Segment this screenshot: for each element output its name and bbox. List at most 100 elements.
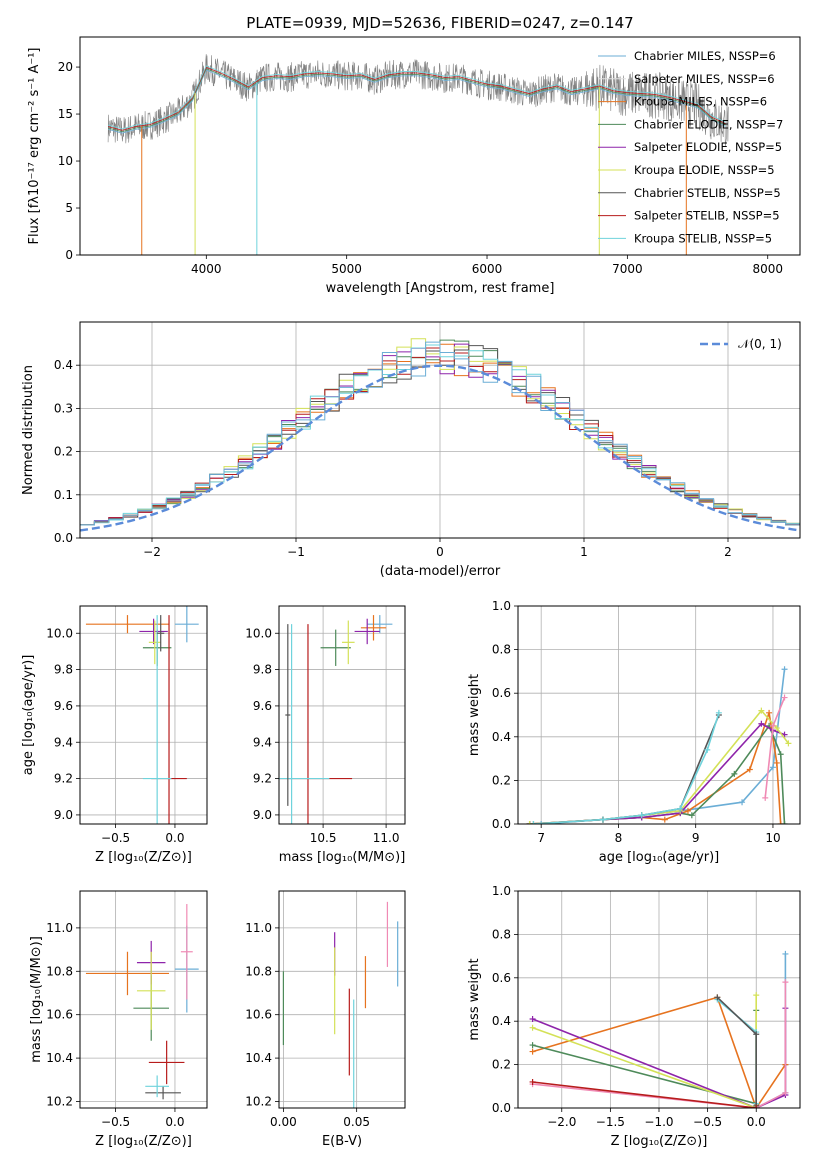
tick-label-y: 0.2 [492,1058,511,1072]
panel-7: 0.00 0.05 10.2 10.4 10.6 10.8 11.0 E(B-V) [245,890,406,1149]
weight-marker [781,694,788,701]
tick-label-x: 8 [615,831,623,845]
plot-area [526,666,792,824]
weight-marker [529,1024,536,1031]
tick-label-y: 9.2 [253,772,272,786]
axis-label-x: Z [log₁₀(Z/Z⊙)] [95,850,192,865]
panel-4: 10.5 11.0 9.0 9.2 9.4 9.6 9.8 10.0 mass [log₁₀(M… [245,605,406,865]
tick-label-y: 9.6 [54,699,73,713]
legend-label: Kroupa STELIB, NSSP=5 [634,231,772,245]
tick-label-x: 8000 [752,262,783,276]
weight-marker [599,816,606,823]
tick-label-y: 1.0 [492,599,511,613]
tick-label-x: 0.0 [747,1115,766,1129]
weight-line-2 [529,712,782,824]
weight-marker [781,821,788,824]
plot-area [85,606,199,824]
tick-label-y: 0.3 [54,401,73,415]
weight-marker [688,812,695,819]
figure-title: PLATE=0939, MJD=52636, FIBERID=0247, z=0… [246,14,633,32]
tick-label-x: 0.05 [343,1115,370,1129]
legend-label: 𝒩(0, 1) [738,337,782,351]
weight-marker [704,746,711,753]
weight-marker [529,1042,536,1049]
axes-frame [517,890,801,1109]
tick-label-y: 5 [65,201,73,215]
histogram-series-0 [80,341,800,526]
weight-marker [529,1048,536,1055]
weight-marker [782,950,789,957]
axes-frame [79,321,801,539]
legend-label: Kroupa ELODIE, NSSP=5 [634,163,775,177]
tick-label-x: 10 [765,831,780,845]
axis-label-x: Z [log₁₀(Z/Z⊙)] [95,1134,192,1149]
weight-line-3 [532,1010,757,1105]
tick-label-x: −1 [287,545,305,559]
weight-marker [538,821,545,824]
legend-label: Salpeter MILES, NSSP=6 [634,72,775,86]
tick-label-x: 11.0 [373,831,400,845]
tick-label-y: 9.4 [253,735,272,749]
tick-label-x: 10.5 [310,831,337,845]
plot-area [529,950,789,1108]
axis-label-x: wavelength [Angstrom, rest frame] [326,281,555,296]
model-spectrum-7 [107,66,726,131]
axis-label-x: (data-model)/error [380,564,501,579]
weight-marker [773,759,780,766]
legend-label: Chabrier STELIB, NSSP=5 [634,186,781,200]
axis-label-y: Flux [fλ10⁻¹⁷ erg cm⁻² s⁻¹ A⁻¹] [27,48,42,245]
tick-label-y: 0.0 [54,531,73,545]
weight-line-6 [533,714,720,824]
tick-label-x: 7000 [612,262,643,276]
legend-label: Kroupa MILES, NSSP=6 [634,95,767,109]
tick-label-y: 10.8 [46,964,73,978]
axes-frame [79,36,801,256]
observed-spectrum [107,54,729,147]
tick-label-y: 0.4 [492,1014,511,1028]
tick-label-x: 5000 [331,262,362,276]
axes-frame [278,605,406,825]
axis-label-x: mass [log₁₀(M/M⊙)] [279,850,406,865]
plot-area [80,338,800,532]
weight-marker [777,821,784,824]
tick-label-y: 20 [58,60,73,74]
axis-label-y: age [log₁₀(age/yr)] [21,655,36,776]
weight-marker [766,709,773,716]
axis-label-y: mass weight [467,958,482,1040]
axis-label-y: mass [log₁₀(M/M⊙)] [29,936,44,1063]
tick-label-y: 10.6 [245,1008,272,1022]
weight-line-2 [532,996,787,1108]
tick-label-y: 10.0 [245,626,272,640]
tick-label-x: 0.00 [270,1115,297,1129]
weight-line-8 [533,712,720,824]
tick-label-y: 9.0 [54,808,73,822]
plot-area [107,54,729,255]
plot-area [85,904,199,1100]
weight-marker [739,799,746,806]
tick-label-y: 15 [58,107,73,121]
weight-marker [769,722,776,729]
weight-marker [753,1031,760,1038]
tick-label-x: −1.0 [644,1115,673,1129]
tick-label-y: 10.6 [46,1008,73,1022]
tick-label-y: 0.4 [492,730,511,744]
weight-line-4 [529,722,785,824]
tick-label-x: 7 [537,831,545,845]
axis-label-x: age [log₁₀(age/yr)] [599,850,720,865]
tick-label-x: −0.5 [101,1115,130,1129]
axis-label-y: mass weight [467,674,482,756]
weight-marker [715,709,722,716]
tick-label-y: 10.2 [245,1094,272,1108]
tick-label-x: 6000 [472,262,503,276]
weight-line-7 [532,1081,757,1108]
tick-label-y: 0.4 [54,358,73,372]
tick-label-x: 1 [580,545,588,559]
tick-label-y: 0.2 [54,445,73,459]
weight-marker [684,807,691,814]
legend-label: Chabrier ELODIE, NSSP=7 [634,117,783,131]
tick-label-x: −0.5 [101,831,130,845]
legend-label: Salpeter STELIB, NSSP=5 [634,209,780,223]
tick-label-y: 11.0 [46,921,73,935]
axes-frame [79,605,208,825]
